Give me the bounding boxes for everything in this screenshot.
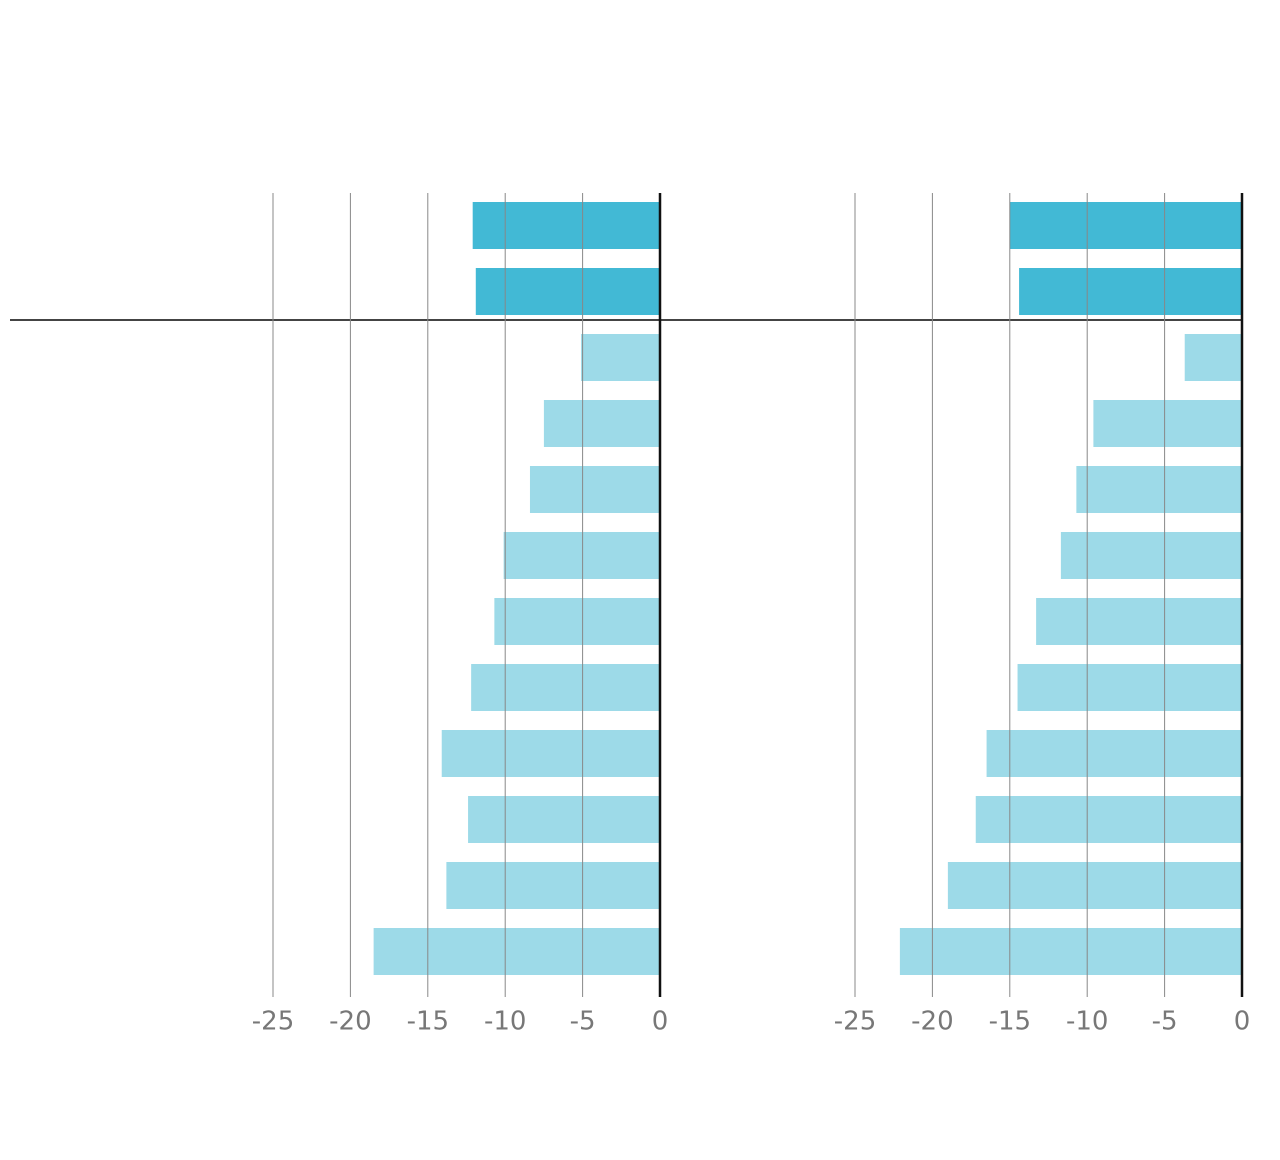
- bar: [1060, 532, 1242, 579]
- x-tick-label: -15: [407, 1007, 449, 1037]
- x-tick-label: -10: [484, 1007, 526, 1037]
- bar: [468, 796, 660, 843]
- x-tick-label: -5: [570, 1007, 596, 1037]
- x-tick-label: 0: [652, 1007, 669, 1037]
- bar: [441, 730, 660, 777]
- bar: [1009, 202, 1242, 249]
- x-tick-label: -25: [834, 1007, 876, 1037]
- bar: [494, 598, 660, 645]
- bar: [1017, 664, 1242, 711]
- bar: [1019, 268, 1242, 315]
- bar: [1036, 598, 1242, 645]
- x-tick-label: -15: [989, 1007, 1031, 1037]
- x-tick-label: -20: [329, 1007, 371, 1037]
- bar: [446, 862, 660, 909]
- x-tick-label: -25: [252, 1007, 294, 1037]
- bar: [1184, 334, 1242, 381]
- bar: [543, 400, 660, 447]
- bar: [472, 202, 660, 249]
- bar: [471, 664, 660, 711]
- bar: [529, 466, 660, 513]
- bar: [899, 928, 1242, 975]
- x-tick-label: -20: [911, 1007, 953, 1037]
- bar: [503, 532, 660, 579]
- bar: [373, 928, 660, 975]
- x-tick-label: -5: [1152, 1007, 1178, 1037]
- bar: [475, 268, 660, 315]
- bar: [947, 862, 1242, 909]
- bar: [1093, 400, 1242, 447]
- x-tick-label: 0: [1234, 1007, 1251, 1037]
- x-tick-label: -10: [1066, 1007, 1108, 1037]
- bar: [986, 730, 1242, 777]
- bar: [975, 796, 1242, 843]
- bar: [1076, 466, 1242, 513]
- bar: [581, 334, 660, 381]
